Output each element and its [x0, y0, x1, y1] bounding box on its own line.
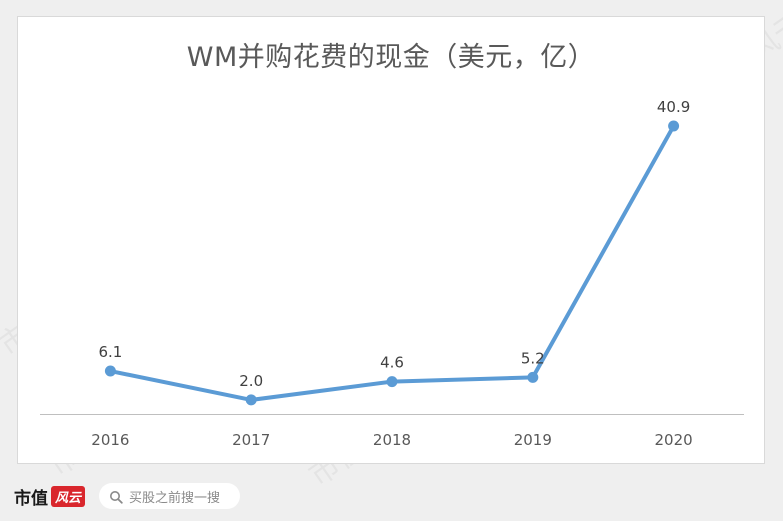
x-tick-label: 2016	[91, 431, 129, 449]
search-icon	[109, 489, 123, 504]
data-point	[104, 365, 116, 377]
x-tick-label: 2017	[232, 431, 270, 449]
x-tick-label: 2018	[373, 431, 411, 449]
brand-mark: 风云	[51, 485, 86, 507]
data-label: 2.0	[239, 372, 263, 390]
data-point	[668, 120, 680, 132]
line-chart: 6.1 2.0 4.6 5.2 40.9 2016 2017 2018 2019 2020	[40, 98, 744, 449]
data-point	[527, 371, 539, 383]
data-point	[245, 394, 257, 406]
brand-logo[interactable]: 市值 风云	[14, 483, 86, 509]
search-placeholder: 买股之前搜一搜	[129, 490, 221, 506]
search-box[interactable]: 买股之前搜一搜	[99, 483, 240, 509]
data-label: 5.2	[521, 349, 545, 367]
x-tick-label: 2019	[514, 431, 552, 449]
chart-title: WM并购花费的现金（美元，亿）	[186, 42, 596, 73]
brand-text: 市值	[14, 488, 48, 509]
footer: 市值 风云 买股之前搜一搜	[0, 470, 783, 521]
data-label: 4.6	[380, 354, 404, 372]
data-point	[386, 376, 398, 388]
data-label: 40.9	[657, 98, 690, 116]
chart-card: WM并购花费的现金（美元，亿） 6.1 2.0 4.6 5.2 40.9 2016 2017…	[17, 16, 765, 464]
data-label: 6.1	[98, 343, 122, 361]
x-tick-label: 2020	[655, 431, 693, 449]
